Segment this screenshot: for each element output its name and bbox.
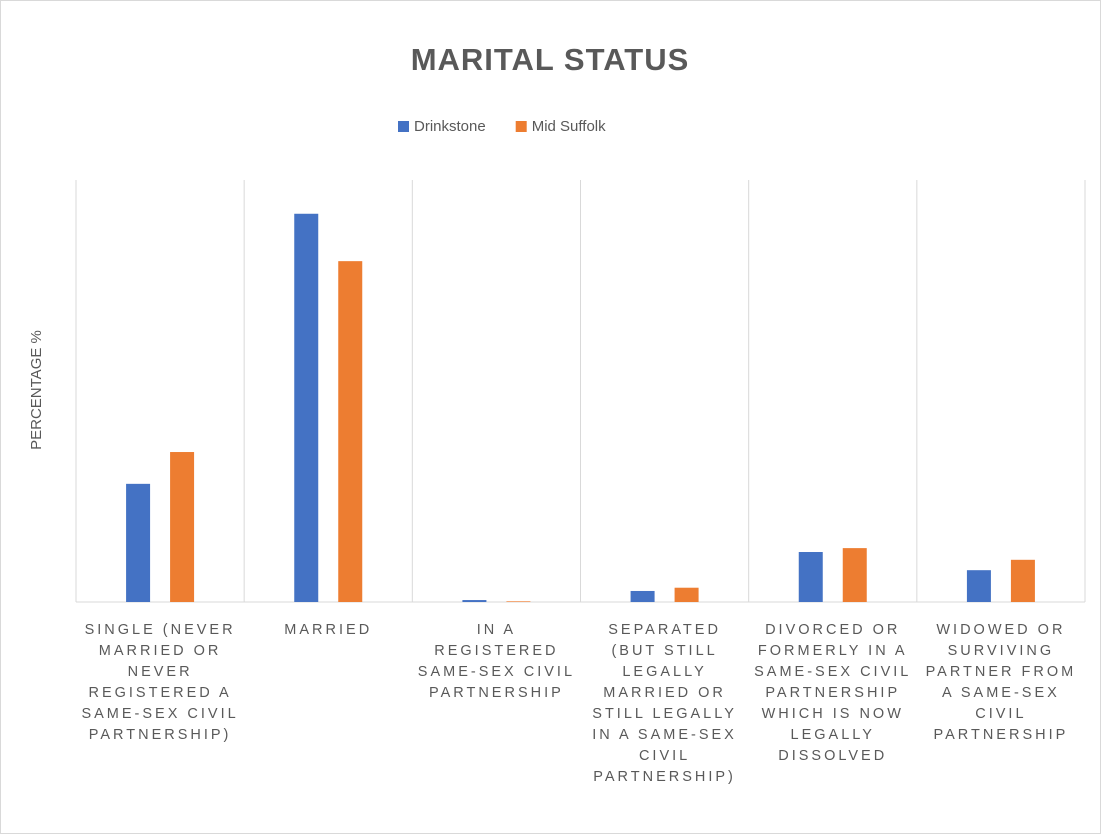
bar — [338, 261, 363, 602]
bar — [966, 570, 991, 602]
legend-swatch — [515, 121, 527, 132]
legend-swatch — [398, 121, 409, 132]
bar — [294, 213, 319, 602]
bar — [630, 590, 655, 602]
x-tick-label: SINGLE (NEVER MARRIED OR NEVER REGISTERE… — [81, 622, 239, 743]
legend-label: Drinkstone — [414, 118, 486, 135]
x-tick-label: SEPARATED (BUT STILL LEGALLY MARRIED OR … — [592, 622, 737, 785]
legend-label: Mid Suffolk — [532, 118, 606, 135]
y-axis-label: PERCENTAGE % — [28, 330, 45, 450]
x-tick-label: WIDOWED OR SURVIVING PARTNER FROM A SAME… — [925, 622, 1077, 743]
x-tick-label: DIVORCED OR FORMERLY IN A SAME-SEX CIVIL… — [754, 622, 912, 764]
bar — [170, 452, 195, 602]
chart-title: MARITAL STATUS — [411, 42, 690, 77]
bar — [674, 587, 699, 602]
bar — [842, 548, 867, 602]
bar — [798, 552, 823, 602]
bar — [462, 600, 487, 602]
x-tick-label: MARRIED — [284, 622, 373, 638]
x-tick-label: IN A REGISTERED SAME-SEX CIVIL PARTNERSH… — [417, 622, 576, 701]
bar — [1010, 559, 1035, 602]
bar — [126, 483, 151, 602]
bar — [506, 601, 531, 602]
